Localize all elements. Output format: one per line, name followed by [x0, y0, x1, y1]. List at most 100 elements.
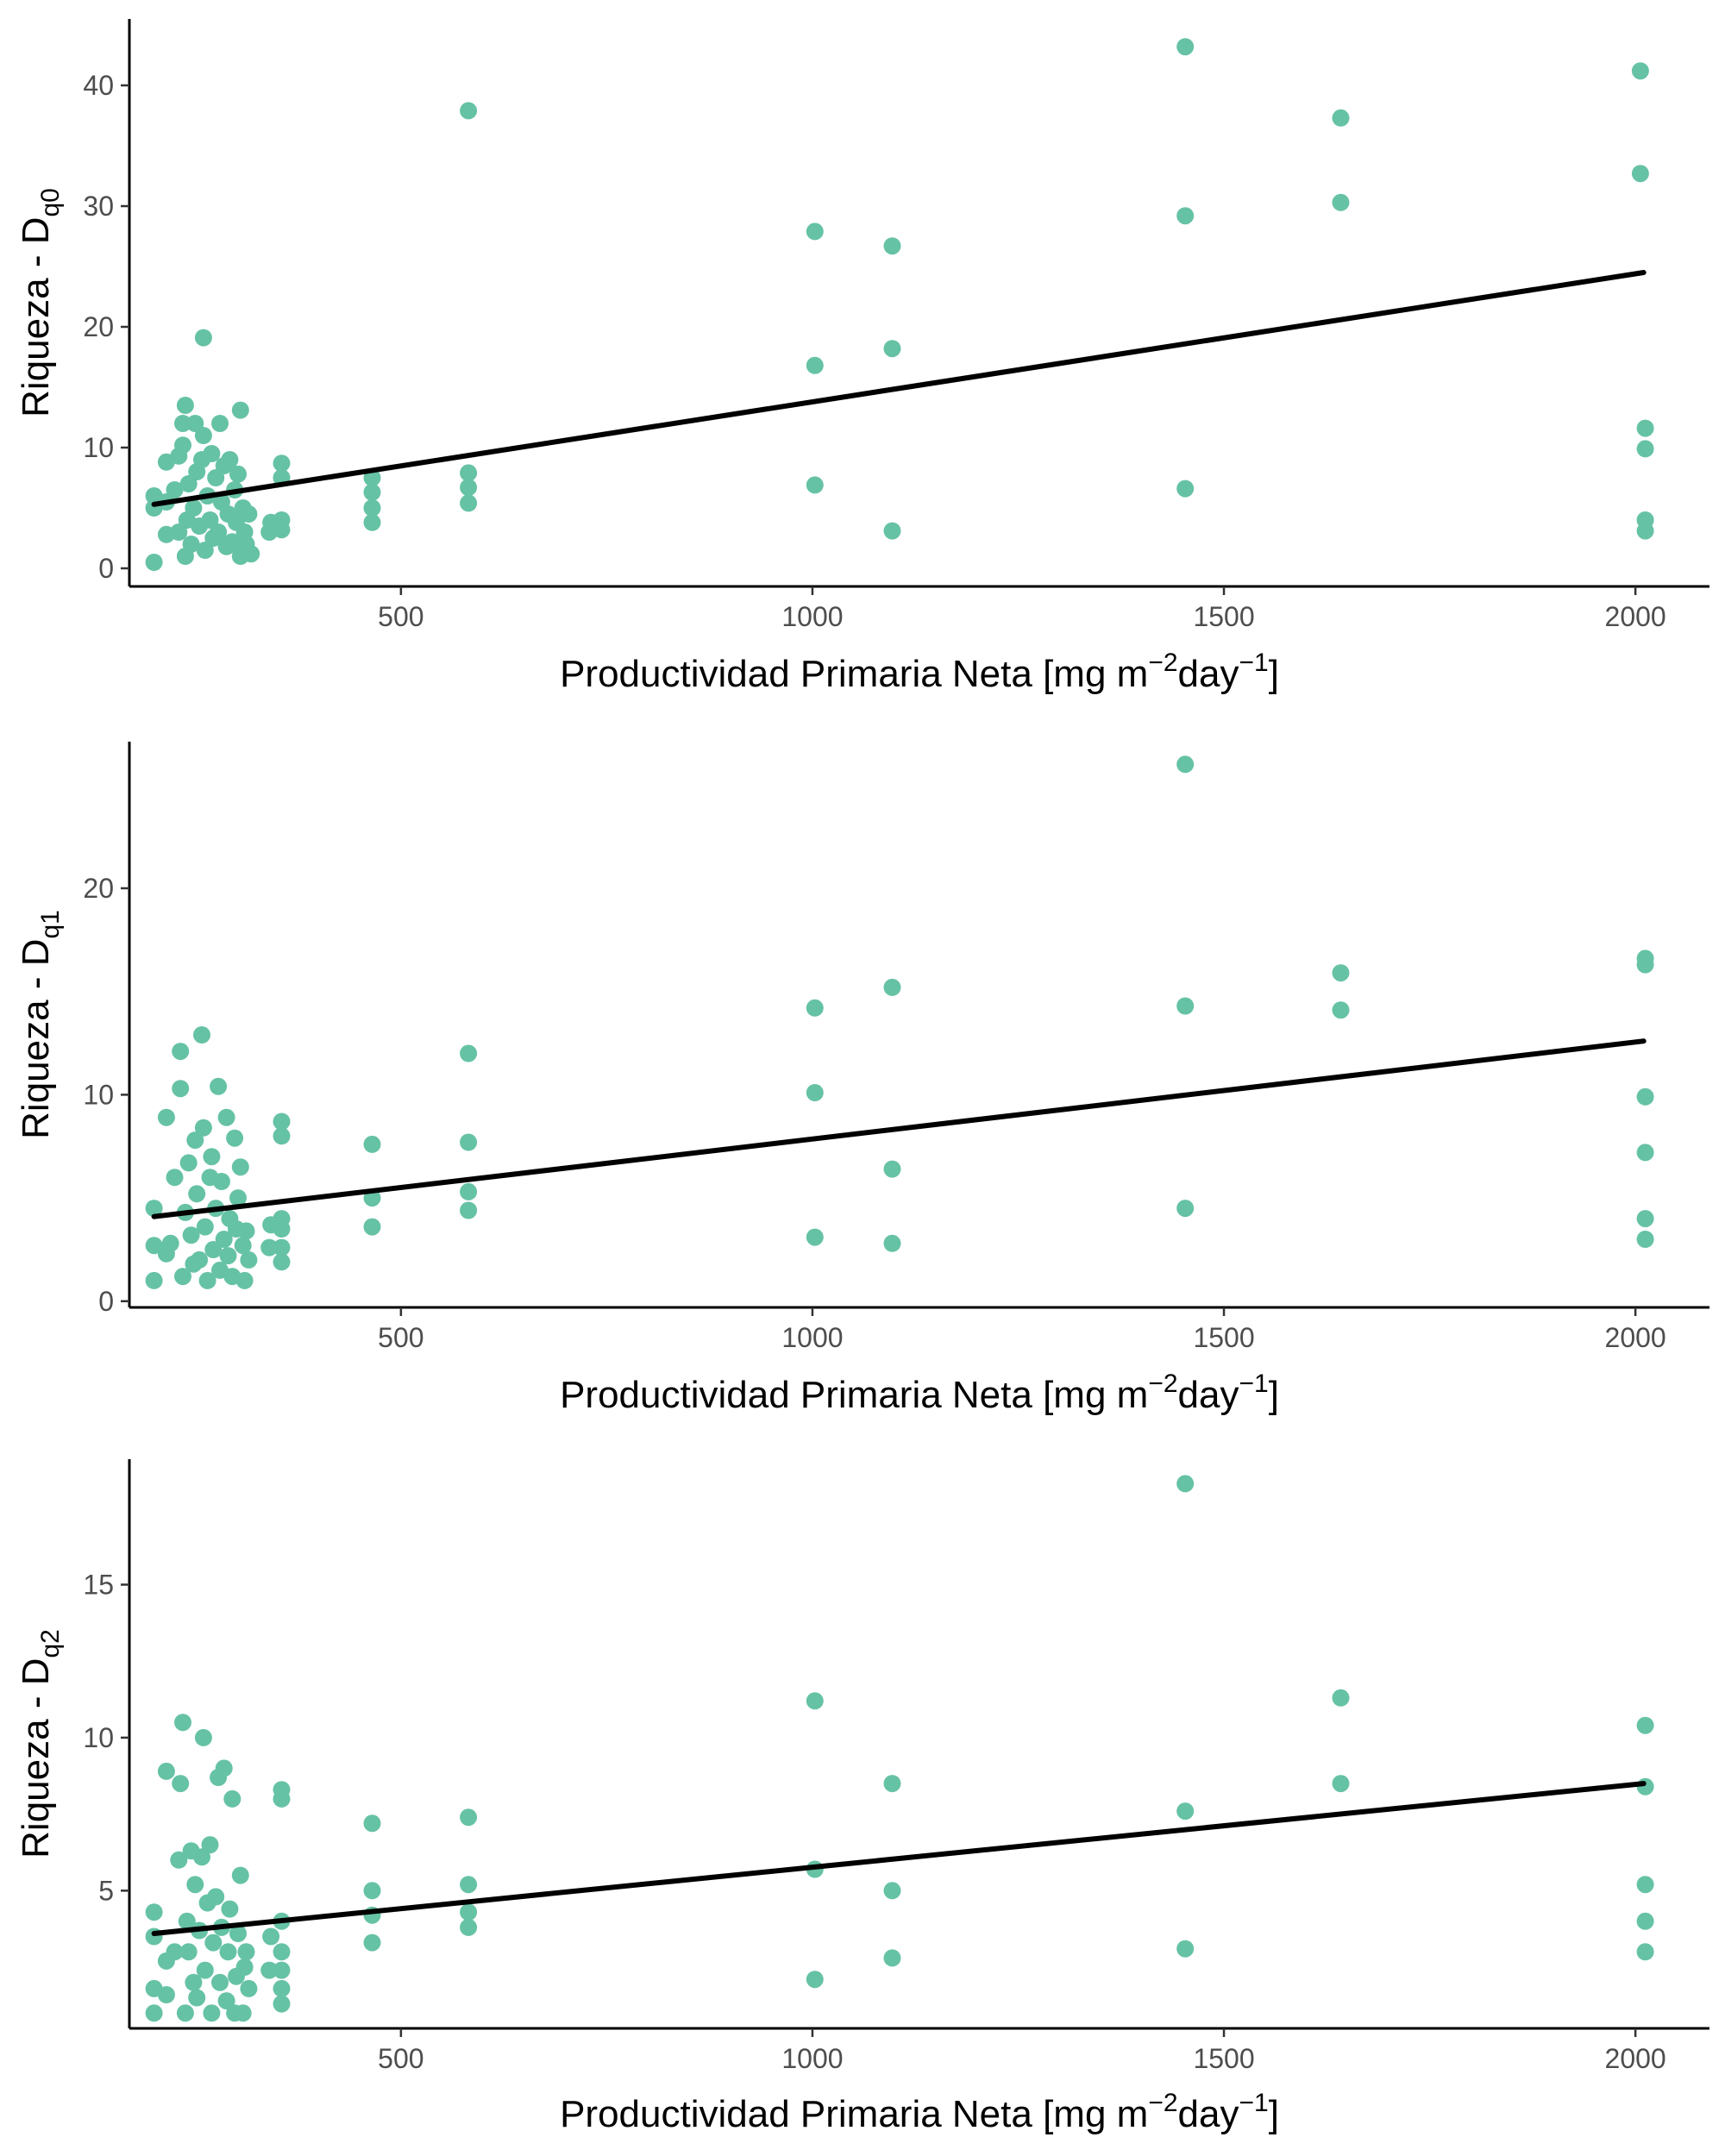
panel-dq1-x-ticks: 500 1000 1500 2000	[378, 1307, 1666, 1353]
panel-dq2-point-0	[145, 2004, 163, 2022]
panel-dq0-point-66	[883, 237, 901, 255]
panel-dq1-points	[145, 755, 1654, 1289]
panel-dq2-point-68	[1176, 1475, 1195, 1493]
panel-dq1-point-44	[273, 1238, 291, 1257]
panel-dq2-y-tick-label-15: 15	[83, 1569, 114, 1600]
panel-dq0-point-61	[806, 476, 824, 494]
panel-dq1-point-22	[203, 1148, 221, 1166]
panel-dq2-point-70	[1332, 1689, 1350, 1707]
panel-dq2-fit-line	[151, 1781, 1647, 1936]
panel-dq0-point-28	[207, 469, 225, 486]
panel-dq0-point-45	[240, 505, 258, 523]
panel-dq2-point-69	[1332, 1775, 1350, 1793]
panel-dq2-point-38	[231, 1866, 249, 1884]
panel-dq0-point-64	[883, 522, 901, 540]
panel-dq0-x-tick-label-500: 500	[378, 601, 423, 632]
panel-dq1-point-59	[883, 1234, 901, 1252]
panel-dq2-point-59	[460, 1808, 478, 1827]
panel-dq1-point-57	[806, 1084, 824, 1101]
panel-dq1-point-70	[1636, 1087, 1654, 1106]
panel-dq2-point-48	[273, 1943, 291, 1961]
panel-dq0-point-67	[1176, 479, 1195, 498]
panel-dq2-point-62	[806, 1692, 824, 1710]
panel-dq2-x-tick-label-1500: 1500	[1193, 2043, 1254, 2074]
panel-dq1-point-29	[217, 1108, 235, 1126]
panel-dq1-point-41	[260, 1238, 279, 1257]
panel-dq1-point-64	[1176, 755, 1195, 774]
panel-dq1-point-0	[145, 1271, 163, 1289]
panel-dq0-point-0	[145, 554, 163, 571]
panel-dq0-point-36	[223, 533, 242, 551]
panel-dq0-point-50	[273, 511, 291, 529]
panel-dq1-point-69	[1636, 1144, 1654, 1162]
panel-dq2-point-28	[211, 1973, 229, 1991]
panel-dq0-point-6	[166, 481, 184, 498]
panel-dq0-y-ticks: 0 10 20 30 40	[83, 70, 129, 584]
panel-dq2-point-54	[363, 1882, 381, 1900]
panel-dq2-y-ticks: 5 10 15	[83, 1569, 129, 1906]
panel-dq2-point-72	[1636, 1912, 1654, 1930]
panel-dq0-point-46	[242, 545, 260, 563]
panel-dq1-fit-line	[151, 1038, 1647, 1219]
panel-dq0-x-axis-title: Productividad Primaria Neta [mg m−2day−1…	[560, 649, 1279, 695]
panel-dq1-point-12	[182, 1226, 200, 1244]
panel-dq1-point-1	[145, 1237, 163, 1255]
panel-dq0-point-14	[179, 475, 198, 492]
panel-dq1-point-62	[1176, 1200, 1195, 1218]
panel-dq2-point-73	[1636, 1876, 1654, 1894]
panel-dq2-y-axis-title: Riqueza - Dq2	[15, 1629, 65, 1858]
panel-dq2-x-tick-label-1000: 1000	[781, 2043, 843, 2074]
panel-dq1-point-6	[166, 1169, 184, 1187]
panel-dq0-point-63	[806, 222, 824, 241]
panel-dq1-x-tick-label-500: 500	[378, 1322, 423, 1353]
panel-dq0-x-tick-label-1500: 1500	[1193, 601, 1254, 632]
panel-dq2-point-46	[273, 1979, 291, 1997]
panel-dq2-point-58	[460, 1876, 478, 1894]
panel-dq2-point-60	[806, 1971, 824, 1989]
panel-dq2-point-57	[460, 1903, 478, 1921]
panel-dq1-point-38	[235, 1271, 254, 1289]
panel-dq1-point-47	[273, 1127, 291, 1145]
panel-dq0-point-57	[460, 494, 478, 512]
panel-dq2-point-4	[157, 1986, 175, 2003]
panel-dq1-point-19	[196, 1218, 214, 1236]
panel-dq2-point-6	[157, 1762, 175, 1780]
panel-dq1-point-55	[460, 1044, 478, 1062]
panel-dq0-point-62	[806, 356, 824, 374]
panel-dq0-y-tick-label-40: 40	[83, 70, 114, 101]
panel-dq0-point-60	[460, 102, 478, 120]
panel-dq0-point-53	[363, 513, 381, 531]
panel-dq2-point-19	[193, 1848, 210, 1866]
panel-dq2-y-tick-label-10: 10	[83, 1722, 114, 1753]
panel-dq0-point-9	[174, 436, 191, 454]
panel-dq1-point-63	[1176, 997, 1195, 1015]
panel-dq2-point-45	[273, 1995, 291, 2013]
panel-dq2-y-tick-label-5: 5	[98, 1875, 114, 1906]
panel-dq1-point-61	[883, 978, 901, 996]
panel-dq0-y-tick-label-30: 30	[83, 191, 114, 222]
panel-dq0-point-17	[186, 415, 204, 432]
panel-dq2-point-42	[240, 1979, 258, 1997]
panel-dq0: 0 10 20 30 40 500 1000 1500 2000 Productividad …	[15, 19, 1709, 695]
panel-dq1-point-67	[1636, 1231, 1654, 1248]
panel-dq2-point-44	[262, 1927, 280, 1946]
panel-dq0-point-15	[182, 536, 200, 553]
panel-dq1-point-40	[240, 1250, 258, 1269]
panel-dq0-point-77	[1636, 419, 1654, 437]
panel-dq0-point-23	[196, 542, 214, 559]
panel-dq1-point-54	[460, 1133, 478, 1151]
panel-dq1-point-7	[172, 1080, 190, 1098]
panel-dq0-point-21	[194, 427, 212, 444]
panel-dq1-point-33	[226, 1129, 244, 1147]
panel-dq2-point-25	[204, 1934, 223, 1952]
panel-dq0-point-30	[211, 415, 229, 432]
panel-dq2-point-10	[174, 1714, 191, 1732]
panel-dq1-x-tick-label-1500: 1500	[1193, 1322, 1254, 1353]
panel-dq0-points	[145, 38, 1654, 571]
panel-dq2-point-15	[185, 1973, 203, 1991]
panel-dq2-point-64	[883, 1882, 901, 1900]
panel-dq2-point-39	[234, 2004, 252, 2022]
panel-dq0-point-69	[1176, 38, 1195, 56]
panel-dq0-point-35	[221, 451, 239, 468]
